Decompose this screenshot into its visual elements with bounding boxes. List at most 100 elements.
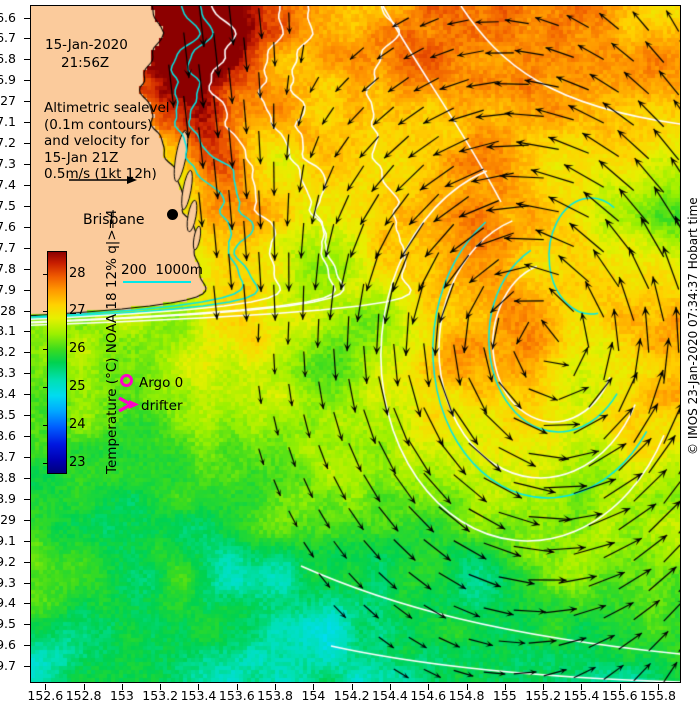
y-tick-mark bbox=[24, 498, 30, 500]
colorbar-title: Temperature (°C) NOAA 18 12% q|>=4 bbox=[104, 209, 120, 474]
x-tick-label: 153.4 bbox=[180, 688, 217, 703]
y-tick-mark bbox=[24, 268, 30, 270]
x-tick-mark bbox=[658, 684, 660, 690]
y-tick-mark bbox=[24, 645, 30, 647]
y-tick-mark bbox=[24, 603, 30, 605]
x-tick-label: 155.2 bbox=[525, 688, 562, 703]
x-tick-mark bbox=[504, 684, 506, 690]
y-tick-label: -27 bbox=[0, 93, 16, 109]
y-tick-mark bbox=[24, 17, 30, 19]
y-tick-label: 28.7 bbox=[0, 449, 16, 464]
brisbane-city-marker bbox=[167, 209, 178, 220]
colorbar-tick-mark bbox=[43, 462, 48, 464]
y-tick-label: 27.4 bbox=[0, 176, 16, 192]
y-tick-label: 26.7 bbox=[0, 30, 16, 46]
imos-credit: © IMOS 23-Jan-2020 07:34:37 Hobart time bbox=[686, 197, 700, 455]
y-tick-label: 27.7 bbox=[0, 239, 16, 255]
y-tick-mark bbox=[24, 101, 30, 103]
x-tick-mark bbox=[236, 684, 238, 690]
colorbar-tick-mark bbox=[43, 349, 48, 351]
x-tick-mark bbox=[351, 684, 353, 690]
x-tick-label: 155.6 bbox=[601, 688, 638, 703]
x-tick-label: 155 bbox=[492, 688, 517, 703]
x-tick-mark bbox=[198, 684, 200, 690]
y-tick-label: 28.8 bbox=[0, 469, 16, 485]
x-tick-label: 153.6 bbox=[218, 688, 255, 703]
y-tick-label: 26.9 bbox=[0, 72, 16, 88]
y-tick-mark bbox=[24, 289, 30, 291]
y-tick-label: 26.8 bbox=[0, 51, 16, 67]
x-tick-mark bbox=[121, 684, 123, 690]
colorbar-tick-mark bbox=[43, 311, 48, 313]
y-tick-mark bbox=[24, 59, 30, 61]
x-tick-label: 154.8 bbox=[448, 688, 485, 703]
y-tick-label: 27.6 bbox=[0, 218, 16, 234]
y-tick-label: 29.3 bbox=[0, 574, 16, 590]
colorbar-tick-label: 26 bbox=[69, 341, 86, 357]
x-tick-mark bbox=[389, 684, 391, 690]
y-tick-mark bbox=[24, 373, 30, 375]
depth-scalebar-line bbox=[123, 281, 191, 283]
x-tick-mark bbox=[581, 684, 583, 690]
y-tick-mark bbox=[24, 310, 30, 312]
y-tick-label: 28.1 bbox=[0, 323, 16, 339]
y-tick-mark bbox=[24, 122, 30, 124]
x-tick-mark bbox=[466, 684, 468, 690]
x-tick-mark bbox=[619, 684, 621, 690]
y-tick-mark bbox=[24, 457, 30, 458]
colorbar-tick-label: 27 bbox=[69, 303, 86, 319]
y-tick-label: 28.9 bbox=[0, 490, 16, 506]
x-tick-mark bbox=[428, 684, 430, 690]
x-tick-label: 154.2 bbox=[333, 688, 370, 703]
date-stamp: 15-Jan-2020 bbox=[45, 37, 128, 53]
x-tick-label: 152.6 bbox=[27, 688, 64, 703]
y-tick-label: 27.9 bbox=[0, 281, 16, 297]
time-stamp: 21:56Z bbox=[61, 55, 110, 71]
velocity-scale-arrow-icon bbox=[69, 176, 137, 184]
argo-float-icon bbox=[120, 374, 133, 387]
velocity-vector-canvas bbox=[31, 6, 680, 682]
drifter-icon bbox=[118, 397, 139, 412]
y-tick-label: 29.5 bbox=[0, 616, 16, 632]
y-tick-mark bbox=[24, 666, 30, 668]
y-tick-label: 26.6 bbox=[0, 9, 16, 25]
y-tick-label: 29.7 bbox=[0, 658, 16, 674]
y-tick-label: -28 bbox=[0, 302, 16, 318]
x-tick-mark bbox=[160, 684, 162, 690]
colorbar-tick-label: 25 bbox=[69, 379, 86, 395]
x-tick-label: 155.4 bbox=[563, 688, 600, 703]
x-tick-mark bbox=[83, 684, 85, 690]
temperature-colorbar bbox=[47, 251, 67, 474]
y-tick-label: 27.2 bbox=[0, 135, 16, 151]
y-tick-mark bbox=[24, 164, 30, 166]
colorbar-tick-mark bbox=[43, 273, 48, 275]
x-tick-label: 154.6 bbox=[410, 688, 447, 703]
y-tick-mark bbox=[24, 415, 30, 417]
y-tick-label: 28.6 bbox=[0, 428, 16, 444]
y-tick-label: 29.4 bbox=[0, 595, 16, 611]
y-tick-label: 29.2 bbox=[0, 553, 16, 569]
map-caption: Altimetric sealevel (0.1m contours) and … bbox=[44, 100, 170, 182]
y-tick-label: 28.2 bbox=[0, 344, 16, 360]
colorbar-tick-label: 23 bbox=[69, 454, 86, 470]
y-tick-label: 29.6 bbox=[0, 637, 16, 653]
y-tick-label: 27.1 bbox=[0, 114, 16, 130]
y-tick-mark bbox=[24, 143, 30, 145]
y-tick-mark bbox=[24, 247, 30, 249]
map-plot-area[interactable]: 15-Jan-2020 21:56Z Altimetric sealevel (… bbox=[30, 5, 681, 683]
x-tick-mark bbox=[543, 684, 545, 690]
x-tick-label: 153.8 bbox=[257, 688, 293, 703]
y-tick-mark bbox=[24, 331, 30, 333]
y-tick-mark bbox=[24, 582, 30, 584]
x-tick-mark bbox=[313, 684, 315, 690]
y-tick-mark bbox=[24, 226, 30, 228]
y-tick-mark bbox=[24, 624, 30, 626]
y-tick-mark bbox=[24, 436, 30, 438]
y-tick-mark bbox=[24, 352, 30, 354]
colorbar-tick-mark bbox=[43, 387, 48, 389]
y-tick-label: 29.1 bbox=[0, 532, 16, 548]
x-tick-label: 153 bbox=[109, 688, 134, 703]
x-tick-label: 154.4 bbox=[372, 688, 408, 703]
y-tick-label: 27.8 bbox=[0, 260, 16, 276]
